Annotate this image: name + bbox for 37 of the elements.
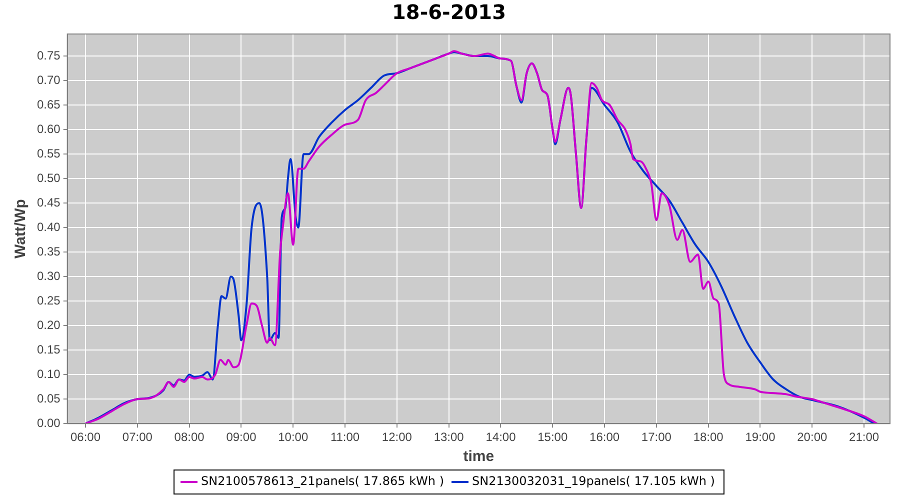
chart-title: 18-6-2013 — [392, 0, 506, 24]
x-tick-label: 19:00 — [745, 430, 776, 444]
x-tick-label: 10:00 — [278, 430, 308, 444]
x-axis-title: time — [463, 448, 494, 466]
x-tick-label: 17:00 — [641, 430, 672, 444]
y-tick-label: 0.60 — [36, 122, 61, 136]
y-tick-label: 0.05 — [36, 391, 61, 406]
y-tick-label: 0.45 — [36, 195, 61, 210]
x-tick-label: 15:00 — [538, 430, 568, 444]
y-tick-label: 0.25 — [36, 293, 61, 308]
y-tick-label: 0.70 — [36, 72, 61, 87]
x-tick-label: 07:00 — [122, 430, 153, 444]
y-tick-label: 0.20 — [36, 318, 61, 332]
y-tick-label: 0.55 — [36, 146, 61, 160]
y-tick-label: 0.30 — [36, 268, 61, 283]
x-tick-label: 11:00 — [330, 430, 360, 444]
x-tick-label: 16:00 — [590, 430, 620, 444]
x-tick-label: 18:00 — [693, 430, 724, 444]
y-axis-title: Watt/Wp — [12, 199, 30, 259]
x-tick-label: 13:00 — [434, 430, 464, 444]
y-tick-label: 0.65 — [36, 97, 61, 112]
y-tick-label: 0.35 — [36, 244, 61, 258]
y-tick-label: 0.10 — [36, 366, 61, 381]
y-tick-label: 0.40 — [36, 220, 61, 234]
y-tick-label: 0.00 — [36, 416, 61, 430]
x-tick-label: 09:00 — [226, 430, 257, 444]
x-tick-label: 12:00 — [382, 430, 412, 444]
x-tick-label: 08:00 — [174, 430, 205, 444]
x-tick-label: 21:00 — [849, 430, 880, 444]
y-tick-label: 0.15 — [36, 342, 61, 356]
x-tick-label: 20:00 — [797, 430, 828, 444]
x-tick-label: 06:00 — [70, 430, 101, 444]
x-tick-label: 14:00 — [486, 430, 516, 444]
y-tick-label: 0.50 — [36, 170, 61, 185]
legend-label: SN2130032031_19panels( 17.105 kWh ) — [472, 474, 715, 488]
y-tick-label: 0.75 — [36, 48, 61, 62]
legend-label: SN2100578613_21panels( 17.865 kWh ) — [201, 474, 444, 488]
